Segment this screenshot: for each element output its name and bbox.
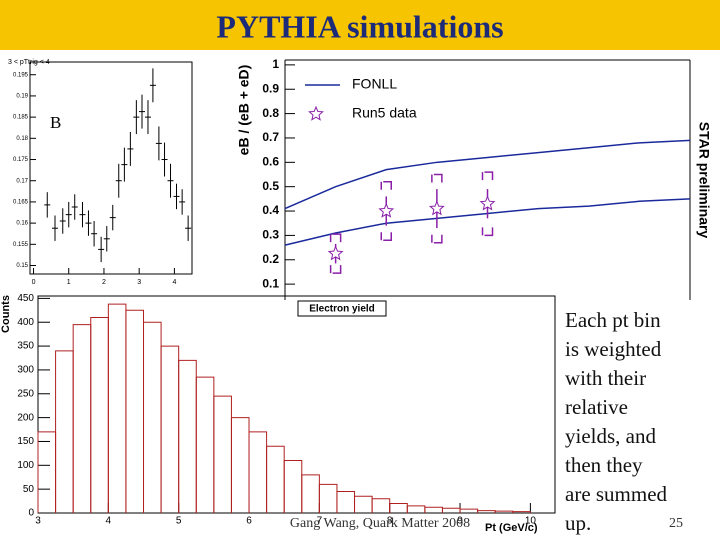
sys-bracket [431, 173, 443, 244]
body-line: with their [565, 366, 646, 390]
footer: Gang Wang, Quark Matter 2008 [290, 516, 470, 531]
body-line: yields, and [565, 424, 656, 448]
legend-label: FONLL [352, 76, 397, 92]
x-tick-label: 1 [67, 279, 71, 286]
plot-bg [228, 50, 696, 300]
panel-label: B [50, 113, 61, 132]
x-tick-label: 3 [35, 516, 41, 527]
y-tick-label: 50 [23, 484, 35, 495]
body-line: up. [565, 511, 591, 535]
y-tick-label: 1 [272, 57, 279, 71]
plot-frame [37, 295, 556, 514]
panel: 3 < pTtrig < 4 B 0.15 0.155 0.16 0.165 0.17 0.1… [0, 50, 196, 290]
x-tick-label: 0 [32, 279, 36, 286]
body-line: Each pt bin [565, 308, 661, 332]
y-tick-label: 0.5 [262, 179, 279, 193]
y-tick-label: 350 [17, 341, 34, 352]
x-tick-label: 6 [246, 516, 252, 527]
y-tick-label: 0.6 [262, 154, 279, 168]
y-tick-label: 0.19 [16, 93, 28, 99]
x-tick-label: 4 [106, 516, 112, 527]
y-tick-label: 0.175 [13, 157, 29, 163]
chart-title: Electron yield [309, 304, 375, 315]
data-point [428, 200, 445, 216]
x-tick-label: 5 [176, 516, 182, 527]
y-tick-label: 0.18 [16, 136, 28, 142]
panel: 0 50 100 150 200 250 300 350 400 450 3 4 5 6 7 8 9 10 Elec… [0, 293, 556, 534]
y-tick-label: 250 [17, 388, 34, 399]
y-tick-label: 450 [17, 293, 34, 304]
y-tick-label: 0.17 [16, 178, 28, 184]
y-tick-label: 0.7 [262, 130, 279, 144]
sys-bracket [380, 181, 392, 242]
data-point [479, 195, 496, 211]
y-tick-label: 200 [17, 412, 34, 423]
y-tick-label: 0.1 [262, 276, 279, 290]
data-point [327, 245, 344, 261]
data-point [378, 202, 395, 218]
y-axis-label: eB / (eB + eD) [236, 65, 252, 156]
x-tick-label: 4 [172, 279, 176, 286]
annotation: STAR preliminary [696, 122, 712, 239]
y-tick-label: 0.8 [262, 106, 279, 120]
y-tick-label: 0.195 [13, 72, 29, 78]
y-tick-label: 0.2 [262, 252, 279, 266]
y-tick-label: 0.15 [16, 263, 28, 269]
y-tick-label: 100 [17, 460, 34, 471]
slide-title: PYTHIA simulations [216, 8, 503, 44]
legend-marker [308, 105, 324, 121]
x-axis-label: Pt (GeV/c) [485, 522, 538, 534]
panel: 0.1 0.2 0.3 0.4 0.5 0.6 0.7 0.8 0.9 1 FONLL Run5 da… [228, 50, 712, 300]
y-tick-label: 0.9 [262, 81, 279, 95]
x-tick-label: 8 [387, 516, 393, 527]
y-tick-label: 0.16 [16, 221, 28, 227]
plot-frame [29, 61, 193, 275]
bar [512, 511, 531, 513]
x-tick-label: 7 [317, 516, 323, 527]
y-tick-label: 0 [28, 508, 34, 519]
body-line: then they [565, 453, 643, 477]
body-line: is weighted [565, 337, 662, 361]
page-number: 25 [669, 516, 683, 531]
y-tick-label: 0.3 [262, 228, 279, 242]
sys-bracket [329, 233, 342, 274]
y-tick-label: 300 [17, 365, 34, 376]
x-tick-label: 10 [525, 516, 537, 527]
y-tick-label: 0.4 [262, 203, 279, 217]
plot: 0.1 0.2 0.3 0.4 0.5 0.6 0.7 0.8 0.9 1 [262, 57, 691, 300]
legend-label: Run5 data [352, 105, 417, 121]
y-tick-label: 150 [17, 436, 34, 447]
title-box [297, 300, 387, 317]
y-axis-label: Counts [0, 295, 12, 333]
y-tick-label: 0.165 [13, 199, 29, 205]
title-bar [0, 0, 720, 50]
x-tick-label: 2 [102, 279, 106, 286]
x-tick-label: 3 [137, 279, 141, 286]
fonll-line [284, 139, 691, 210]
sys-bracket [481, 171, 494, 237]
y-tick-label: 400 [17, 317, 34, 328]
plot-bg [0, 50, 196, 290]
x-tick-label: 9 [457, 516, 463, 527]
body-line: are summed [565, 482, 668, 506]
panel-title: 3 < pTtrig < 4 [8, 59, 50, 66]
body-line: relative [565, 395, 628, 419]
y-tick-label: 0.155 [13, 242, 29, 248]
y-tick-label: 0.185 [13, 115, 29, 121]
